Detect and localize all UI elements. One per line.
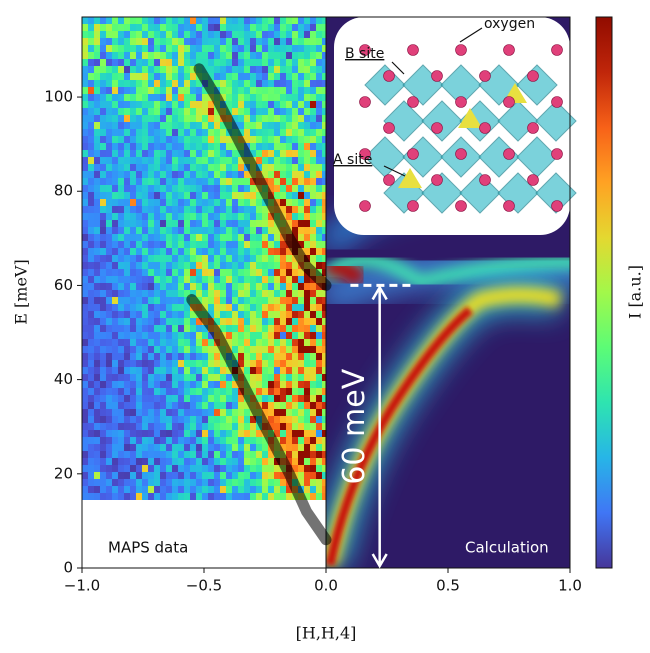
x-axis-label: [H,H,4] — [296, 624, 357, 643]
oxygen-atom — [359, 200, 371, 212]
heatmap-texture — [82, 17, 326, 500]
oxygen-atom — [455, 148, 467, 160]
oxygen-atom — [407, 200, 419, 212]
y-tick-label: 40 — [54, 370, 73, 388]
x-tick-label: 0.5 — [436, 577, 460, 595]
colorbar — [595, 16, 613, 569]
panel-label: MAPS data — [108, 539, 188, 557]
oxygen-atom — [431, 122, 443, 134]
oxygen-atom — [407, 44, 419, 56]
arrow-head — [371, 553, 388, 569]
y-tick-label: 0 — [63, 559, 73, 577]
oxygen-atom — [359, 44, 371, 56]
octahedron — [421, 172, 463, 214]
colorbar-label: I [a.u.] — [626, 265, 645, 319]
octahedron — [421, 100, 463, 142]
oxygen-atom — [503, 44, 515, 56]
oxygen-atom — [551, 200, 563, 212]
y-tick-label: 60 — [54, 276, 73, 294]
oxygen-atom — [479, 70, 491, 82]
y-axis-label: E [meV] — [12, 259, 31, 324]
arrow-head — [371, 284, 388, 301]
oxygen-atom — [551, 148, 563, 160]
y-tick-label: 80 — [54, 182, 73, 200]
oxygen-atom — [479, 174, 491, 186]
dispersion-curve — [186, 294, 332, 546]
inset-label: oxygen — [484, 16, 535, 32]
a-site — [458, 108, 482, 128]
octahedron — [535, 172, 577, 214]
oxygen-atom — [527, 122, 539, 134]
oxygen-atom — [455, 96, 467, 108]
octahedron — [516, 64, 558, 106]
octahedron — [535, 100, 577, 142]
x-tick-label: 0.0 — [314, 577, 338, 595]
oxygen-atom — [503, 148, 515, 160]
oxygen-atom — [503, 96, 515, 108]
octahedron — [459, 172, 501, 214]
octahedron — [497, 100, 539, 142]
arrow-label: 60 meV — [337, 368, 372, 484]
x-tick-label: −0.5 — [186, 577, 222, 595]
inset-label: B site — [345, 46, 384, 62]
oxygen-atom — [527, 70, 539, 82]
oxygen-atom — [479, 122, 491, 134]
oxygen-atom — [407, 96, 419, 108]
x-tick-label: −1.0 — [64, 577, 100, 595]
y-tick-label: 20 — [54, 464, 73, 482]
panel-label: Calculation — [465, 539, 549, 557]
y-tick-label: 100 — [44, 88, 73, 106]
oxygen-atom — [431, 174, 443, 186]
oxygen-atom — [527, 174, 539, 186]
octahedron — [364, 64, 406, 106]
oxygen-atom — [359, 96, 371, 108]
oxygen-atom — [551, 96, 563, 108]
oxygen-atom — [359, 148, 371, 160]
x-tick-label: 1.0 — [558, 577, 582, 595]
a-site — [398, 168, 422, 188]
oxygen-atom — [383, 174, 395, 186]
octahedron — [383, 100, 425, 142]
oxygen-atom — [431, 70, 443, 82]
inset-pointer — [383, 27, 483, 177]
oxygen-atom — [551, 44, 563, 56]
crystal-inset — [359, 44, 577, 214]
dispersion-curve — [193, 63, 332, 291]
oxygen-atom — [383, 122, 395, 134]
inset-label: A site — [333, 152, 372, 168]
oxygen-atom — [383, 70, 395, 82]
oxygen-atom — [455, 44, 467, 56]
oxygen-atom — [503, 200, 515, 212]
oxygen-atom — [407, 148, 419, 160]
curves — [186, 63, 332, 546]
oxygen-atom — [455, 200, 467, 212]
